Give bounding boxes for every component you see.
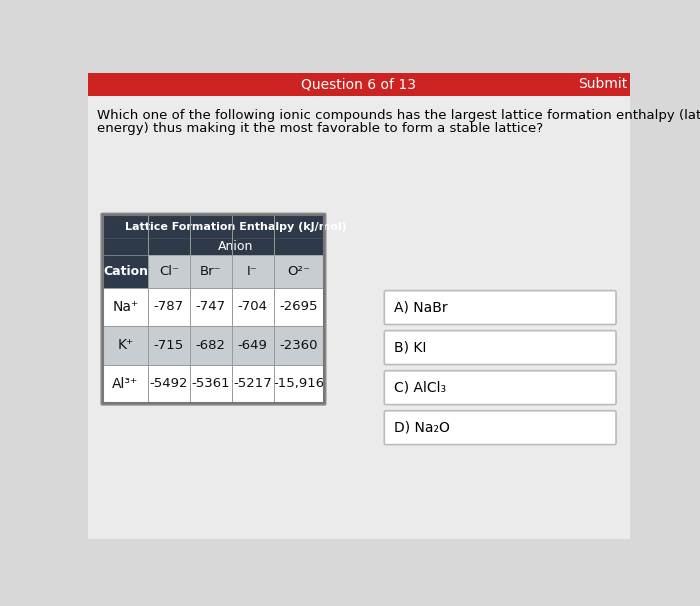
Text: energy) thus making it the most favorable to form a stable lattice?: energy) thus making it the most favorabl… xyxy=(97,122,543,135)
Bar xyxy=(103,326,148,365)
Bar xyxy=(190,365,232,403)
Text: A) NaBr: A) NaBr xyxy=(393,301,447,315)
Bar xyxy=(274,326,324,365)
Bar xyxy=(274,365,324,403)
Bar xyxy=(190,255,232,288)
Bar xyxy=(148,326,190,365)
Text: -704: -704 xyxy=(237,301,267,313)
Bar xyxy=(148,365,190,403)
Text: -715: -715 xyxy=(154,339,184,352)
FancyBboxPatch shape xyxy=(384,331,616,365)
Text: -682: -682 xyxy=(196,339,225,352)
Text: Question 6 of 13: Question 6 of 13 xyxy=(301,78,416,92)
Bar xyxy=(232,326,274,365)
Text: -5492: -5492 xyxy=(150,378,188,390)
Text: Na⁺: Na⁺ xyxy=(112,300,139,314)
Text: -5361: -5361 xyxy=(191,378,230,390)
Text: Lattice Formation Enthalpy (kJ/mol): Lattice Formation Enthalpy (kJ/mol) xyxy=(125,222,346,231)
Text: B) KI: B) KI xyxy=(393,341,426,355)
Text: -15,916: -15,916 xyxy=(273,378,324,390)
Bar xyxy=(103,288,148,326)
FancyBboxPatch shape xyxy=(88,73,630,96)
Text: D) Na₂O: D) Na₂O xyxy=(393,421,449,435)
Bar xyxy=(103,215,324,238)
FancyBboxPatch shape xyxy=(384,371,616,405)
Text: Cl⁻: Cl⁻ xyxy=(159,265,179,278)
Text: -5217: -5217 xyxy=(233,378,272,390)
Bar xyxy=(103,365,148,403)
Bar xyxy=(103,238,324,255)
Text: Cation: Cation xyxy=(103,265,148,278)
Bar xyxy=(232,288,274,326)
Text: O²⁻: O²⁻ xyxy=(287,265,310,278)
Bar xyxy=(274,288,324,326)
Text: C) AlCl₃: C) AlCl₃ xyxy=(393,381,446,395)
Text: -2360: -2360 xyxy=(279,339,318,352)
Bar xyxy=(190,288,232,326)
Bar xyxy=(148,288,190,326)
Text: Al³⁺: Al³⁺ xyxy=(112,377,139,391)
Text: -2695: -2695 xyxy=(279,301,318,313)
Text: Which one of the following ionic compounds has the largest lattice formation ent: Which one of the following ionic compoun… xyxy=(97,108,700,122)
Text: -649: -649 xyxy=(237,339,267,352)
Text: K⁺: K⁺ xyxy=(118,338,134,352)
Bar xyxy=(148,255,190,288)
Bar xyxy=(103,255,148,288)
FancyBboxPatch shape xyxy=(88,96,630,539)
Text: Submit: Submit xyxy=(578,78,627,92)
Bar xyxy=(274,255,324,288)
FancyBboxPatch shape xyxy=(384,411,616,445)
Text: I⁻: I⁻ xyxy=(247,265,258,278)
Bar xyxy=(190,326,232,365)
FancyBboxPatch shape xyxy=(102,214,326,405)
Text: -747: -747 xyxy=(196,301,226,313)
Text: -787: -787 xyxy=(154,301,184,313)
FancyBboxPatch shape xyxy=(384,291,616,324)
Bar xyxy=(232,255,274,288)
Bar xyxy=(232,365,274,403)
Text: Anion: Anion xyxy=(218,240,253,253)
Bar xyxy=(103,215,324,403)
Text: Br⁻: Br⁻ xyxy=(200,265,221,278)
